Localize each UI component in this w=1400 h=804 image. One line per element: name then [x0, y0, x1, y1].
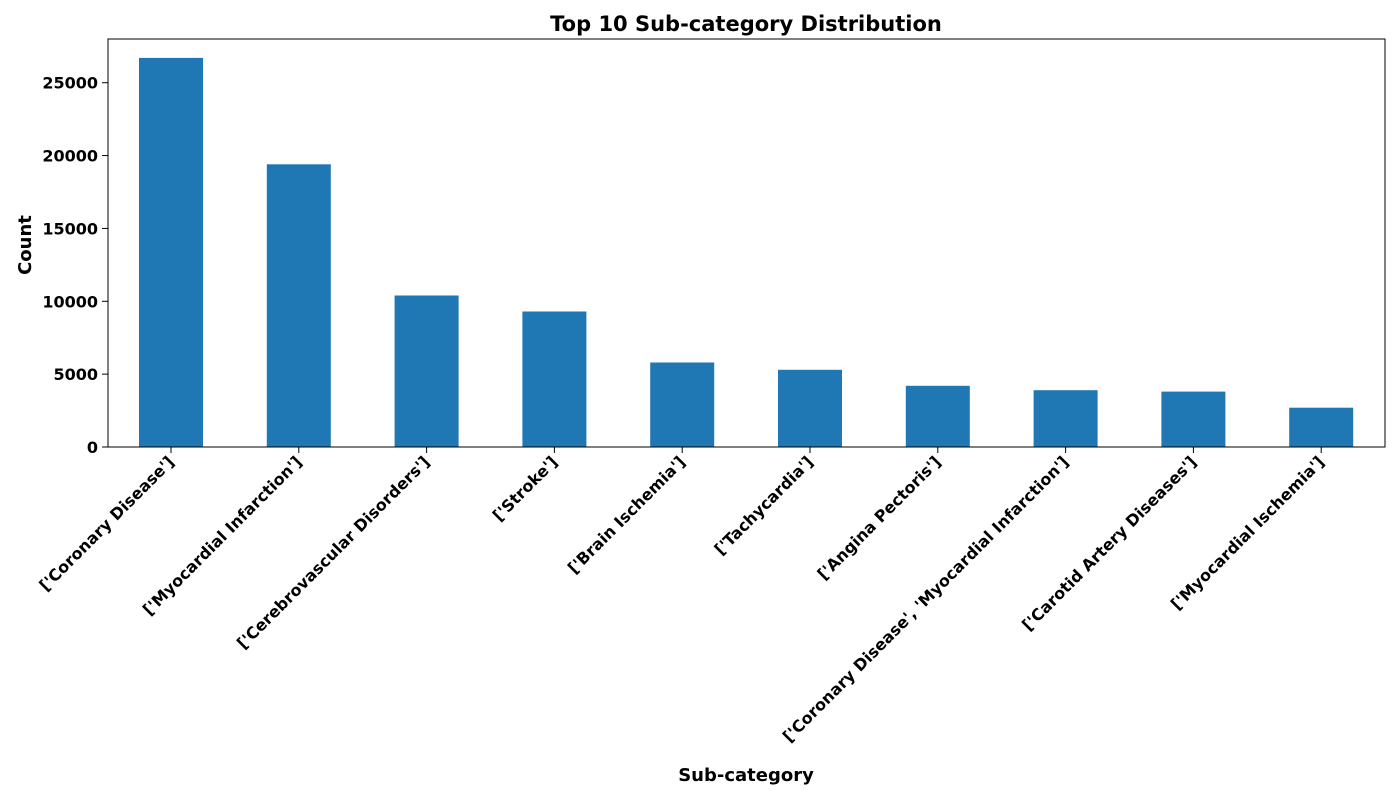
- x-category-label: ['Myocardial Ischemia']: [1167, 452, 1328, 613]
- x-category-label: ['Coronary Disease']: [35, 452, 177, 594]
- y-tick-label: 0: [87, 438, 98, 457]
- x-category-label: ['Coronary Disease', 'Myocardial Infarct…: [779, 452, 1073, 746]
- x-category-label: ['Angina Pectoris']: [813, 452, 944, 583]
- bar-6: [778, 369, 842, 447]
- bar-10: [1289, 407, 1354, 447]
- y-axis-ticks: 0 5000 10000 15000 20000 25000: [42, 74, 108, 457]
- bar-4: [522, 311, 587, 447]
- x-category-label: ['Brain Ischemia']: [564, 452, 689, 577]
- bar-5: [650, 362, 715, 447]
- x-category-label: ['Stroke']: [489, 452, 562, 525]
- bar-9: [1161, 391, 1226, 447]
- bars-layer: [139, 57, 1354, 448]
- y-tick-label: 20000: [42, 147, 98, 166]
- y-tick-label: 15000: [42, 219, 98, 238]
- bar-3: [394, 295, 459, 447]
- y-axis-label: Count: [15, 215, 36, 275]
- y-tick-label: 5000: [53, 365, 98, 384]
- x-axis-label: Sub-category: [678, 765, 814, 786]
- bar-8: [1033, 390, 1098, 447]
- chart-title: Top 10 Sub-category Distribution: [550, 12, 942, 36]
- bar-1: [139, 57, 203, 448]
- bar-7: [905, 385, 970, 447]
- x-category-label: ['Tachycardia']: [711, 452, 817, 558]
- y-tick-label: 25000: [42, 74, 98, 93]
- y-tick-label: 10000: [42, 292, 98, 311]
- x-axis-ticks: ['Coronary Disease']['Myocardial Infarct…: [35, 447, 1328, 746]
- plot-frame: [107, 38, 1386, 448]
- bar-2: [266, 164, 331, 448]
